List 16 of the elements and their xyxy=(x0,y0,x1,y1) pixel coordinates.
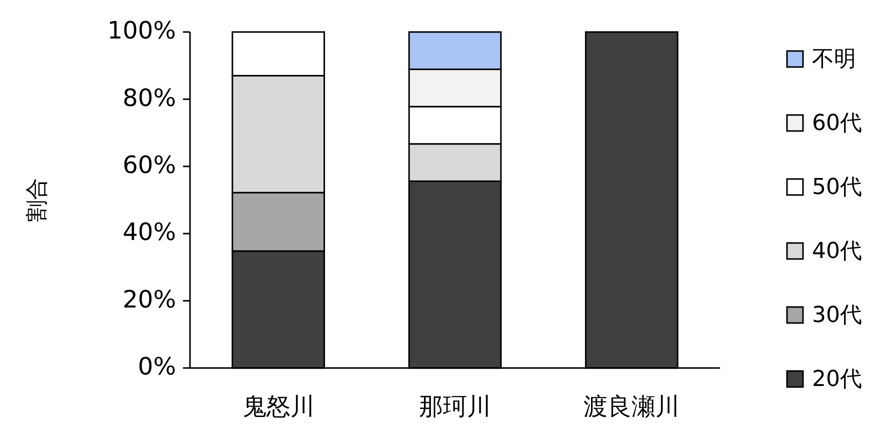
y-tick-label: 40% xyxy=(122,218,176,246)
y-tick-label: 0% xyxy=(138,352,176,381)
legend-label: 不明 xyxy=(812,47,856,72)
y-tick-label: 80% xyxy=(122,84,176,112)
y-tick-label: 20% xyxy=(122,285,176,314)
x-tick-label: 那珂川 xyxy=(419,392,491,421)
y-tick-label: 60% xyxy=(122,150,176,179)
legend-label: 50代 xyxy=(812,175,862,200)
x-tick-label: 渡良瀬川 xyxy=(584,392,680,421)
legend-label: 20代 xyxy=(812,367,862,392)
legend-label: 60代 xyxy=(812,111,862,136)
x-tick-label: 鬼怒川 xyxy=(242,392,314,421)
legend-label: 30代 xyxy=(812,303,862,328)
legend-label: 40代 xyxy=(812,239,862,264)
y-axis-title: 割合 xyxy=(25,178,50,222)
y-tick-label: 100% xyxy=(107,16,176,45)
